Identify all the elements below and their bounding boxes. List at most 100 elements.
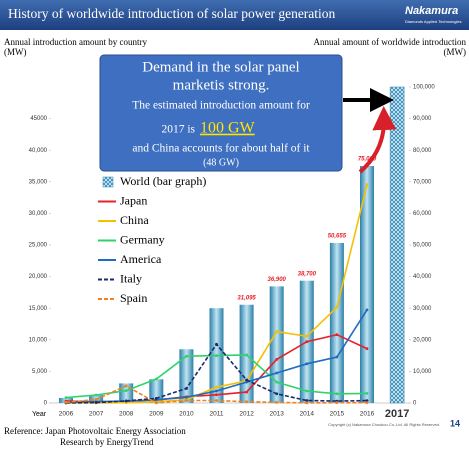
line-point — [335, 392, 339, 396]
line-point — [275, 392, 279, 396]
line-point — [124, 384, 128, 388]
line-point — [245, 378, 249, 382]
x-axis-label: Year — [32, 411, 47, 418]
line-point — [275, 371, 279, 375]
x-tick-label: 2009 — [149, 411, 164, 418]
x-tick-label: 2014 — [300, 411, 315, 418]
line-point — [64, 400, 68, 404]
y-tick-label: 10,000 — [29, 337, 48, 343]
y-tick-label: 20,000 — [29, 274, 48, 280]
bar — [179, 349, 194, 403]
line-point — [154, 397, 158, 400]
y-tick-label: 5,000 — [32, 369, 48, 375]
y2-tick-label: 0 — [413, 401, 417, 407]
line-point — [275, 400, 279, 404]
line-point — [215, 385, 218, 389]
x-tick-label: 2015 — [330, 411, 345, 418]
legend-swatch — [102, 176, 114, 188]
callout-text: Demand in the solar panel — [142, 59, 299, 75]
line-point — [365, 183, 369, 187]
copyright: Copyright (c) Nakamura Choukou Co.,Ltd. … — [328, 422, 440, 427]
data-label: 50,655 — [328, 234, 347, 240]
page-number: 14 — [450, 418, 460, 428]
line-point — [154, 401, 158, 405]
logo: Nakamura — [405, 5, 458, 17]
bar — [269, 286, 284, 403]
slide-title: History of worldwide introduction of sol… — [8, 6, 336, 21]
y2-tick-label: 80,000 — [413, 148, 432, 154]
line-point — [305, 334, 309, 338]
line-point — [305, 399, 309, 402]
line-point — [245, 353, 249, 357]
callout-text: and China accounts for about half of it — [132, 143, 310, 155]
line-point — [215, 393, 218, 397]
line-point — [335, 305, 339, 309]
y2-tick-label: 40,000 — [413, 274, 432, 280]
callout-text: marketis strong. — [173, 77, 270, 93]
callout-highlight: 100 GW — [200, 120, 256, 137]
legend-label: Italy — [120, 271, 142, 285]
y-tick-label: 35,000 — [29, 179, 48, 185]
x-tick-label: 2007 — [89, 411, 104, 418]
y-tick-label: 30,000 — [29, 211, 48, 217]
reference: Reference: Japan Photovoltaic Energy Ass… — [4, 426, 186, 436]
line-point — [335, 333, 339, 337]
data-label: 38,700 — [298, 271, 317, 277]
y-tick-label: 0 — [44, 401, 48, 407]
y2-axis-unit: (MW) — [444, 47, 467, 57]
y2-tick-label: 60,000 — [413, 211, 432, 217]
line-point — [185, 395, 188, 399]
callout-text: 2017 is — [161, 124, 195, 136]
x-tick-label: 2012 — [239, 411, 254, 418]
bar — [149, 379, 164, 403]
x-tick-label: 2017 — [385, 408, 409, 420]
x-tick-label: 2006 — [59, 411, 74, 418]
line-point — [365, 401, 369, 405]
legend-label: China — [120, 213, 149, 227]
line-point — [245, 400, 249, 404]
y2-tick-label: 20,000 — [413, 337, 432, 343]
y2-axis-label: Annual amount of worldwide introduction — [314, 37, 467, 47]
line-point — [94, 398, 98, 401]
line-point — [365, 347, 369, 351]
bar — [360, 166, 374, 403]
x-tick-label: 2016 — [360, 411, 375, 418]
line-point — [185, 399, 188, 402]
legend-label: Germany — [120, 232, 165, 246]
line-point — [275, 380, 279, 384]
callout-box — [99, 54, 343, 172]
line-point — [305, 362, 309, 366]
line-point — [215, 354, 218, 357]
line-point — [124, 399, 128, 403]
line-point — [365, 399, 369, 403]
logo-sub: Diamonds Applied Technologies — [405, 19, 462, 24]
reference: Research by EnergyTrend — [60, 437, 154, 447]
line-point — [365, 308, 369, 312]
x-tick-label: 2010 — [179, 411, 194, 418]
y2-tick-label: 100,000 — [413, 85, 435, 91]
line-point — [275, 330, 279, 333]
line-point — [245, 390, 249, 394]
y-tick-label: 45000 — [30, 116, 47, 122]
legend-label: America — [120, 252, 162, 266]
data-label: 31,095 — [237, 295, 256, 301]
legend-label: Japan — [120, 193, 147, 207]
line-point — [185, 354, 188, 358]
line-point — [215, 399, 218, 402]
legend: World (bar graph) Japan China Germany Americ… — [98, 174, 206, 305]
bar — [389, 86, 405, 404]
line-point — [305, 401, 309, 405]
y2-tick-label: 10,000 — [413, 369, 432, 375]
data-label: 75,000 — [358, 157, 377, 163]
line-point — [185, 387, 188, 390]
y2-tick-label: 70,000 — [413, 179, 432, 185]
x-tick-label: 2013 — [269, 411, 284, 418]
callout-text: The estimated introduction amount for — [132, 100, 310, 112]
line-point — [94, 393, 98, 397]
y-axis-unit: (MW) — [4, 47, 27, 57]
bar — [329, 242, 344, 403]
line-point — [94, 401, 98, 404]
line-point — [215, 342, 218, 346]
line-point — [215, 389, 218, 393]
